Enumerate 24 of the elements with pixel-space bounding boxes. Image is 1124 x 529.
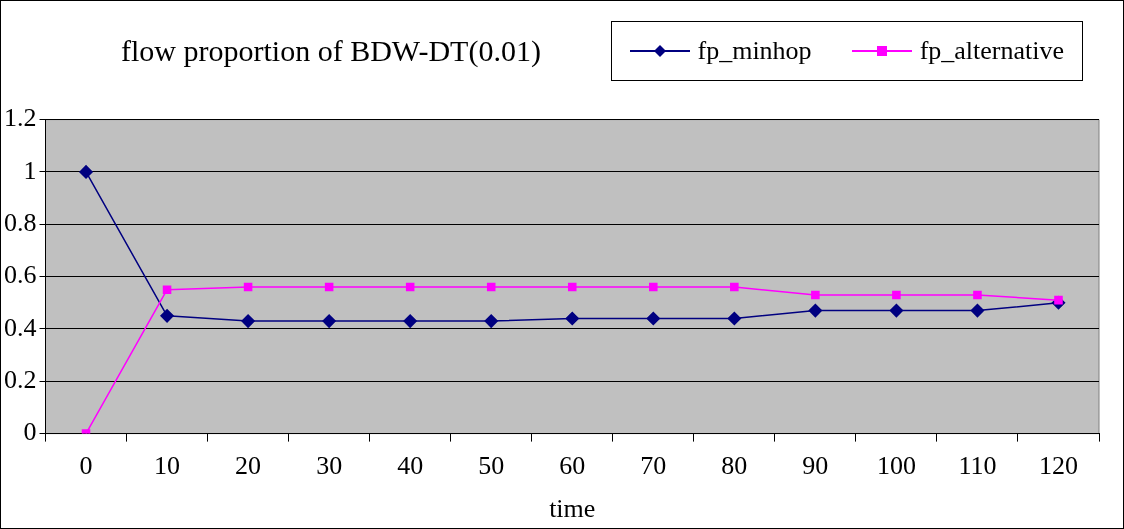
x-axis-title: time: [549, 494, 596, 524]
x-tick-label: 60: [559, 451, 586, 481]
x-tick-label: 0: [79, 451, 93, 481]
x-tick-label: 30: [316, 451, 343, 481]
x-tick-label: 10: [154, 451, 181, 481]
x-tick-label: 50: [478, 451, 505, 481]
x-tick-label: 100: [876, 451, 916, 481]
y-tick-label: 1.2: [4, 103, 37, 133]
x-tick-label: 120: [1038, 451, 1078, 481]
x-tick-label: 90: [802, 451, 829, 481]
y-tick-label: 0.4: [4, 312, 37, 342]
x-tick-label: 70: [640, 451, 667, 481]
x-tick-label: 40: [397, 451, 424, 481]
legend-label: fp_alternative: [919, 36, 1064, 66]
y-tick-label: 0: [23, 417, 37, 447]
x-tick-label: 110: [958, 451, 997, 481]
x-tick-label: 80: [721, 451, 748, 481]
y-tick-label: 0.8: [4, 208, 37, 238]
y-tick-label: 0.2: [4, 365, 37, 395]
y-tick-label: 1: [23, 155, 37, 185]
x-tick-label: 20: [235, 451, 262, 481]
chart-title: flow proportion of BDW-DT(0.01): [121, 34, 541, 68]
legend-label: fp_minhop: [697, 36, 812, 66]
y-tick-label: 0.6: [4, 260, 37, 290]
